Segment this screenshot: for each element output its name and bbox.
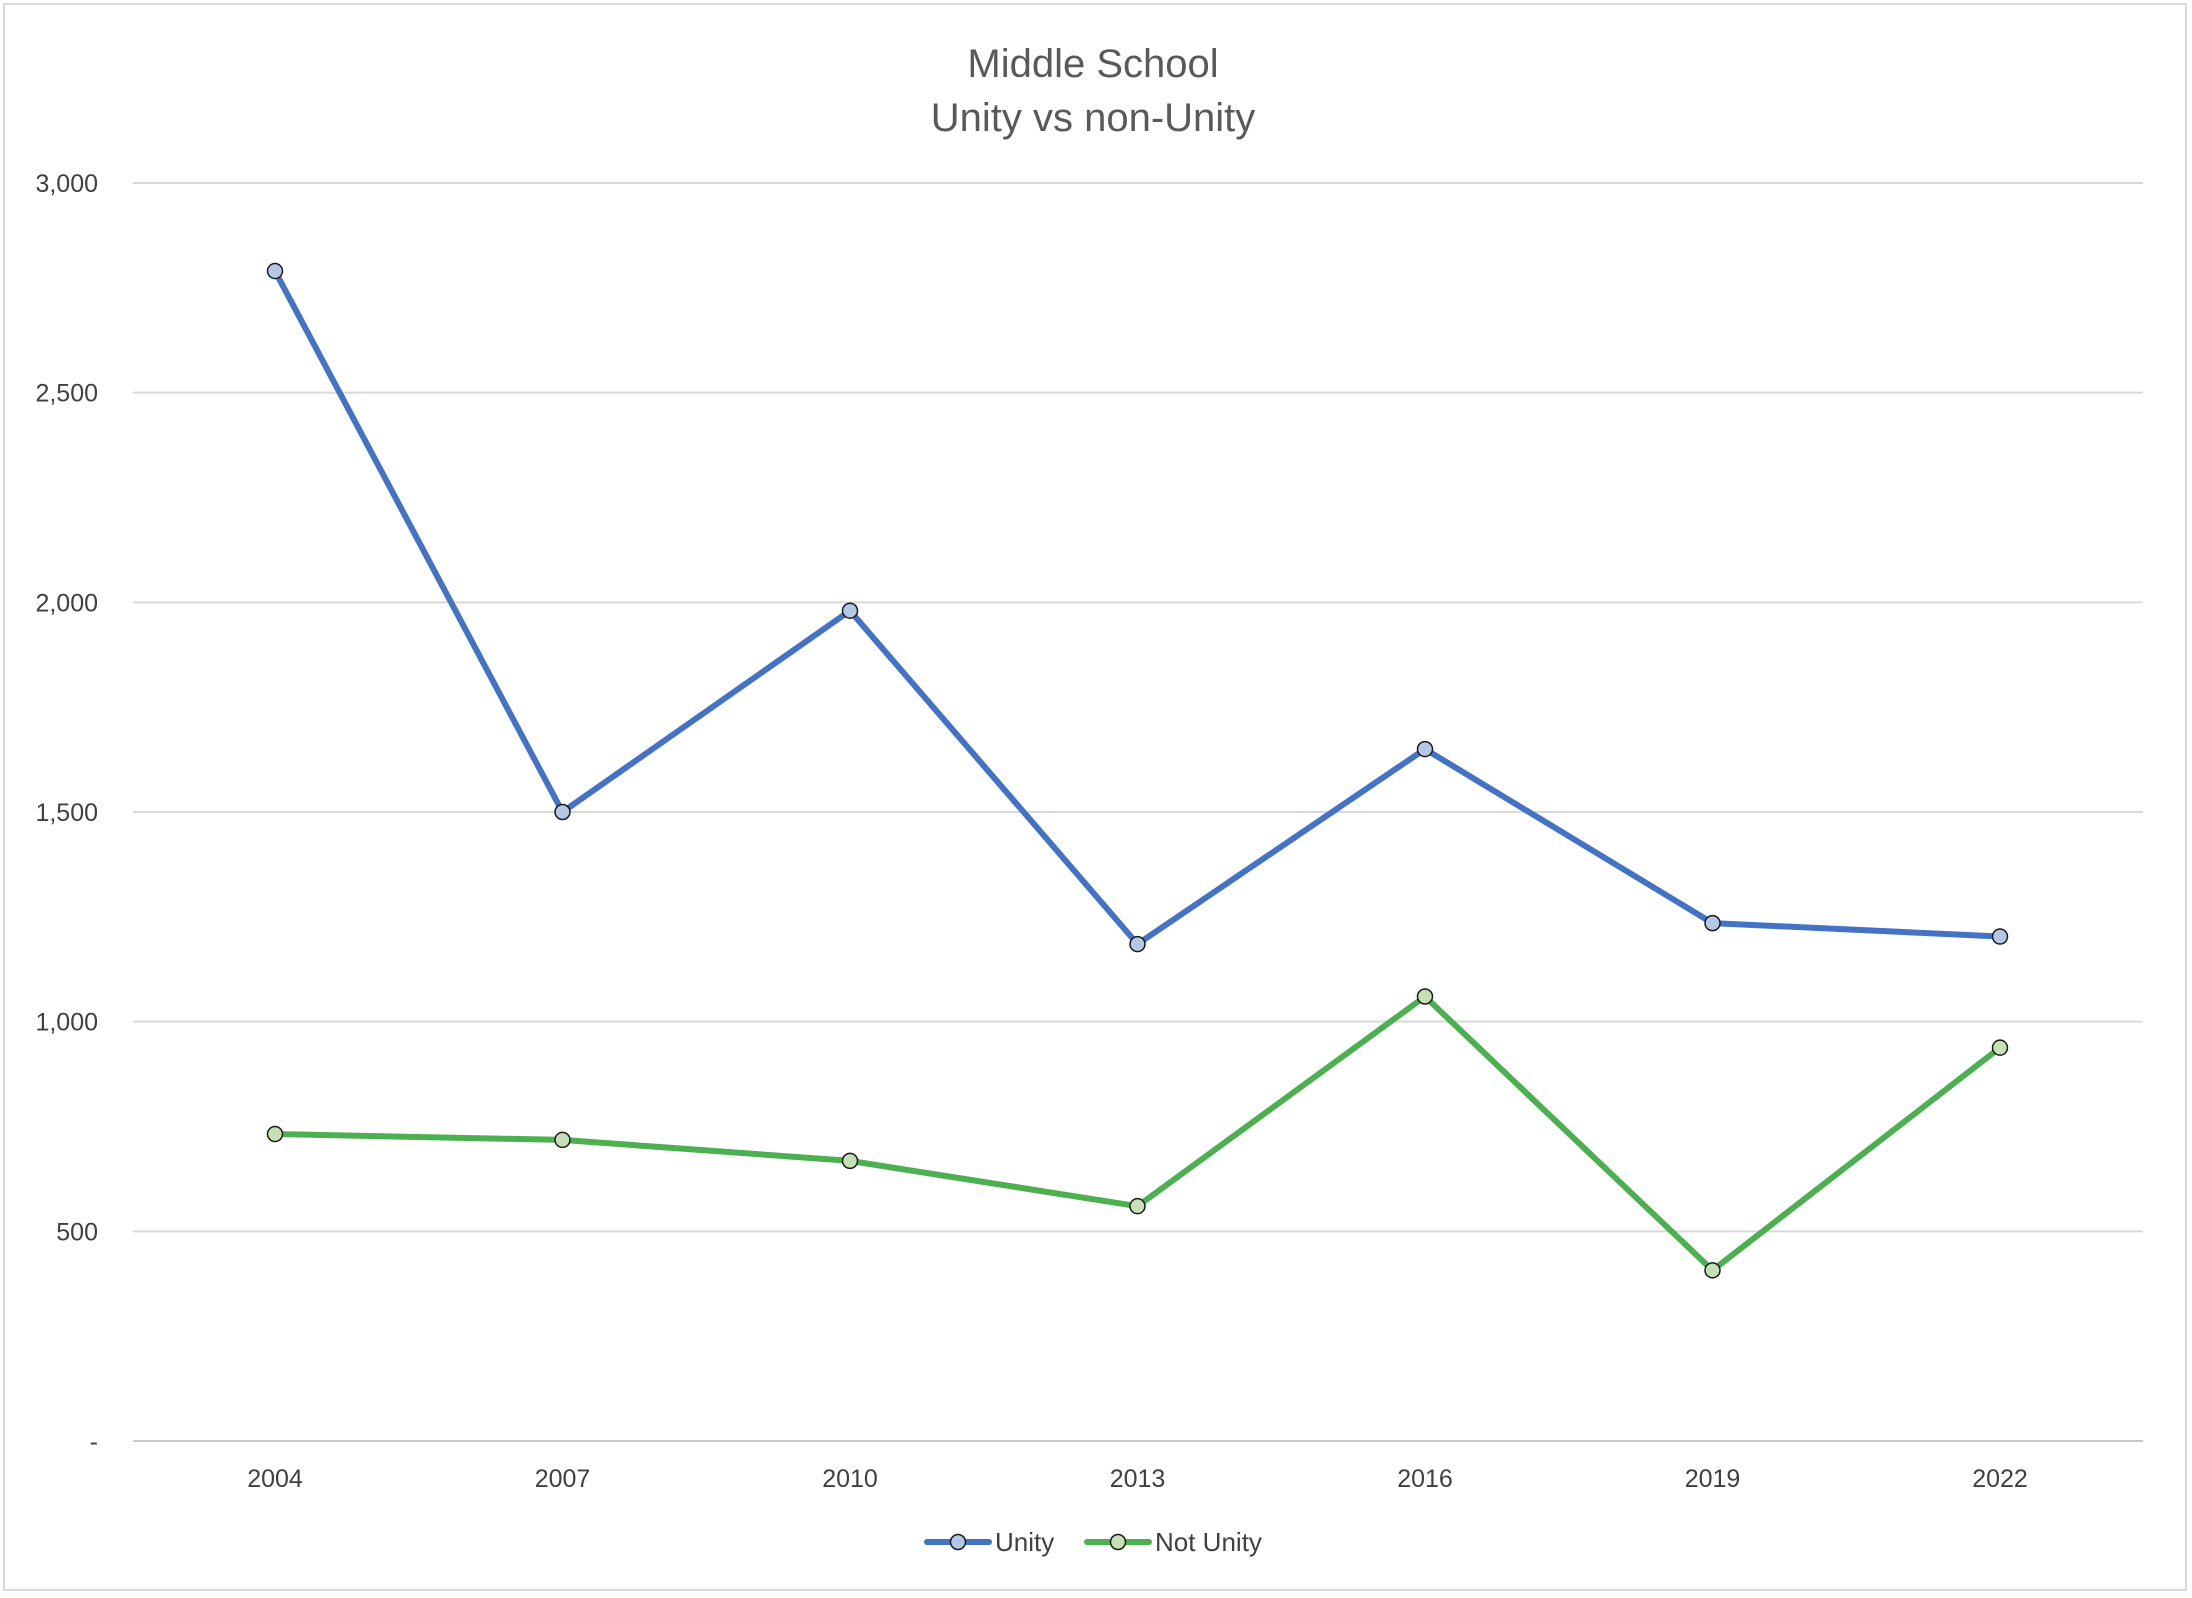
series: [266, 262, 2009, 1279]
gridlines: [133, 182, 2143, 1442]
data-point: [1129, 935, 1146, 953]
data-point: [1704, 914, 1721, 932]
data-point: [1416, 740, 1434, 758]
data-point: [1704, 1262, 1721, 1279]
legend-marker: [1109, 1533, 1127, 1551]
x-tick-label: 2004: [247, 1465, 303, 1493]
series-line: [272, 993, 2003, 1274]
data-point: [1416, 988, 1434, 1005]
legend-item-not-unity: Not Unity: [1084, 1527, 1262, 1557]
x-tick-label: 2019: [1685, 1465, 1741, 1493]
x-tick-label: 2007: [535, 1465, 591, 1493]
legend-label: Not Unity: [1155, 1527, 1262, 1557]
x-tick-label: 2010: [822, 1465, 878, 1493]
chart-title-line-2: Unity vs non-Unity: [931, 96, 1256, 140]
x-axis: 2004 2007 2010 2013 2016 2019 2022: [247, 1465, 2028, 1493]
series-not-unity: [266, 988, 2009, 1279]
data-point: [1129, 1197, 1146, 1215]
legend: Unity Not Unity: [924, 1527, 1262, 1557]
series-line: [272, 268, 2003, 948]
chart-title-line-1: Middle School: [967, 42, 1218, 86]
data-point: [1991, 928, 2009, 945]
chart-title: Middle School Unity vs non-Unity: [931, 42, 1256, 140]
y-tick-label: 500: [56, 1218, 98, 1246]
y-tick-label: 3,000: [35, 170, 98, 198]
x-tick-label: 2022: [1972, 1465, 2028, 1493]
x-tick-label: 2016: [1397, 1465, 1453, 1493]
y-tick-label: 1,000: [35, 1009, 98, 1037]
data-point: [841, 602, 859, 619]
data-point: [266, 262, 284, 280]
data-point: [1991, 1039, 2009, 1056]
legend-label: Unity: [995, 1527, 1054, 1557]
y-tick-label: 1,500: [35, 799, 98, 827]
data-point: [841, 1152, 859, 1170]
y-tick-label: 2,500: [35, 380, 98, 408]
legend-marker: [949, 1533, 967, 1551]
y-axis: - 500 1,000 1,500 2,000 2,500 3,000: [35, 170, 98, 1456]
data-point: [554, 803, 571, 821]
series-unity: [266, 262, 2009, 953]
y-tick-label: 2,000: [35, 589, 98, 617]
x-tick-label: 2013: [1110, 1465, 1166, 1493]
data-point: [554, 1131, 571, 1149]
chart-frame: [3, 3, 2187, 1591]
legend-item-unity: Unity: [924, 1527, 1054, 1557]
y-tick-label: -: [90, 1428, 98, 1456]
data-point: [266, 1125, 284, 1143]
